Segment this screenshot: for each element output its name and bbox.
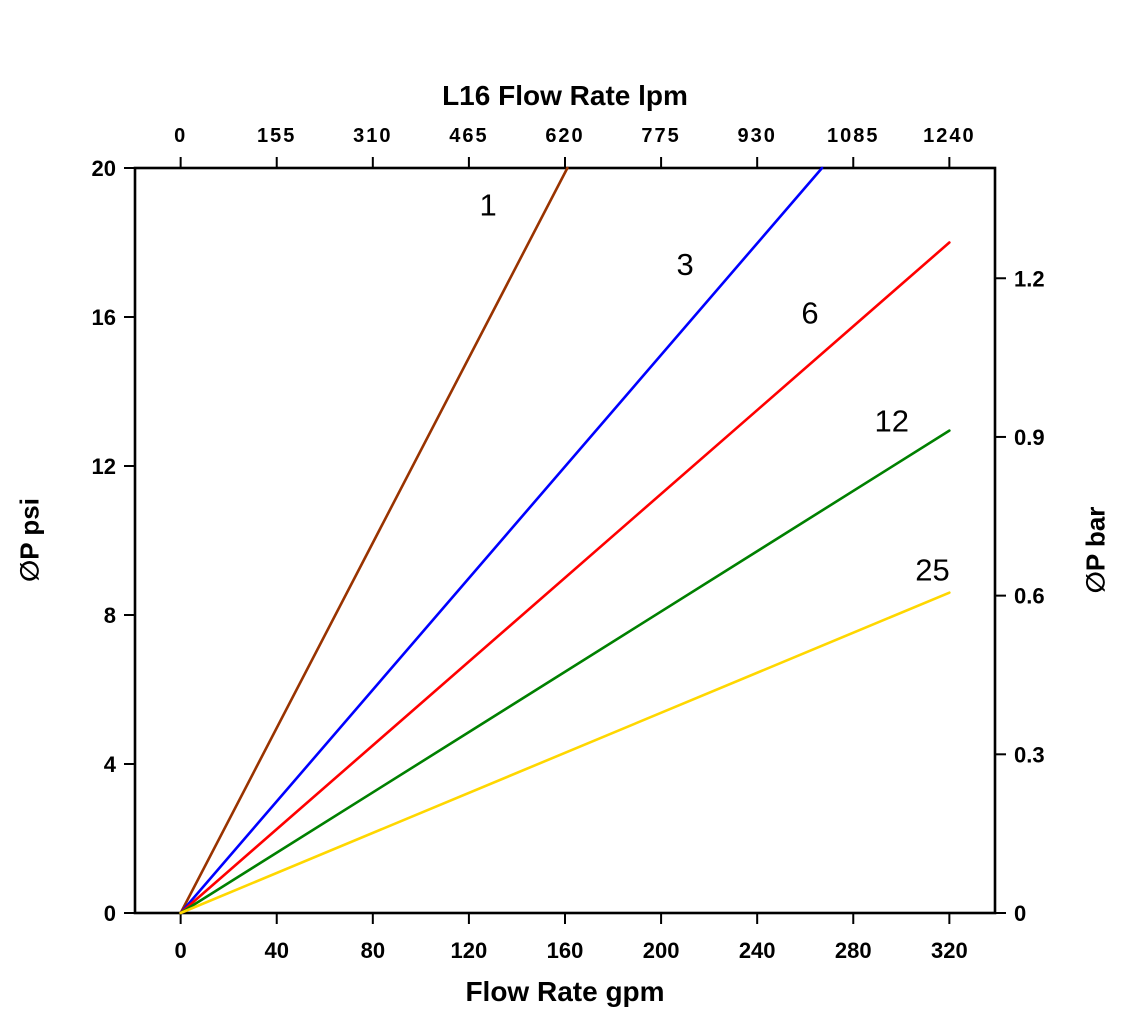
top-tick-label: 310 xyxy=(353,125,392,147)
series-label-6: 6 xyxy=(801,295,818,330)
left-tick-label: 16 xyxy=(92,305,116,330)
left-axis-title: ∅P psi xyxy=(14,498,45,582)
top-tick-label: 155 xyxy=(257,125,296,147)
bottom-tick-label: 120 xyxy=(451,938,488,963)
right-axis-title: ∅P bar xyxy=(1080,506,1111,594)
series-label-3: 3 xyxy=(676,247,693,282)
bottom-tick-label: 280 xyxy=(835,938,872,963)
top-tick-label: 620 xyxy=(545,125,584,147)
series-label-12: 12 xyxy=(874,403,908,438)
series-label-1: 1 xyxy=(480,187,497,222)
top-tick-label: 465 xyxy=(449,125,488,147)
top-tick-label: 0 xyxy=(174,125,187,147)
series-line-3 xyxy=(179,166,824,915)
top-tick-label: 1240 xyxy=(923,125,976,147)
right-tick-label: 0.9 xyxy=(1014,425,1045,450)
top-tick-label: 930 xyxy=(737,125,776,147)
left-tick-label: 4 xyxy=(104,752,117,777)
bottom-tick-label: 40 xyxy=(264,938,288,963)
bottom-tick-label: 200 xyxy=(643,938,680,963)
bottom-tick-label: 320 xyxy=(931,938,968,963)
left-tick-label: 8 xyxy=(104,603,116,628)
left-tick-label: 20 xyxy=(92,156,116,181)
bottom-tick-label: 240 xyxy=(739,938,776,963)
top-axis-title: L16 Flow Rate lpm xyxy=(442,80,688,111)
top-tick-label: 1085 xyxy=(827,125,880,147)
bottom-tick-label: 160 xyxy=(547,938,584,963)
right-tick-label: 0.3 xyxy=(1014,742,1045,767)
top-tick-label: 775 xyxy=(641,125,680,147)
series-line-12 xyxy=(179,429,951,915)
bottom-tick-label: 80 xyxy=(361,938,385,963)
bottom-tick-label: 0 xyxy=(175,938,187,963)
left-tick-label: 12 xyxy=(92,454,116,479)
series-line-1 xyxy=(179,166,569,915)
right-tick-label: 0.6 xyxy=(1014,584,1045,609)
plot-frame xyxy=(133,166,997,915)
right-tick-label: 0 xyxy=(1014,901,1026,926)
bottom-axis-title: Flow Rate gpm xyxy=(465,976,665,1007)
series-label-25: 25 xyxy=(915,552,949,587)
right-tick-label: 1.2 xyxy=(1014,266,1045,291)
left-tick-label: 0 xyxy=(104,901,116,926)
series-line-25 xyxy=(179,591,951,915)
series-line-6 xyxy=(179,241,951,915)
